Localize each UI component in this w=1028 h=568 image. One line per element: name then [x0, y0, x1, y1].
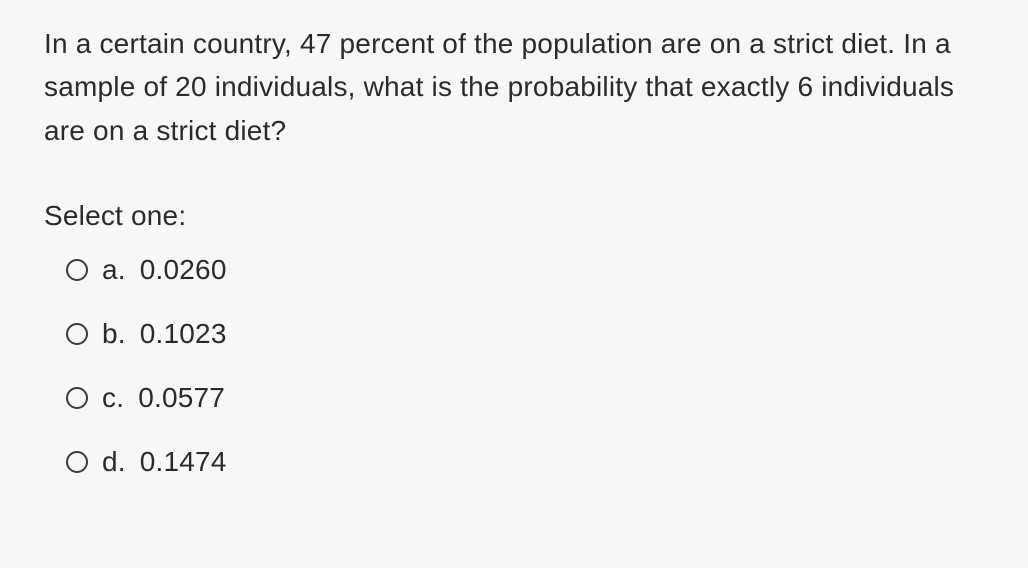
quiz-page: In a certain country, 47 percent of the … [0, 0, 1028, 568]
radio-icon[interactable] [66, 323, 88, 345]
option-b[interactable]: b. 0.1023 [66, 318, 992, 350]
radio-icon[interactable] [66, 387, 88, 409]
option-value: 0.0577 [138, 382, 225, 414]
option-a[interactable]: a. 0.0260 [66, 254, 992, 286]
option-letter: d. [102, 446, 126, 478]
radio-icon[interactable] [66, 259, 88, 281]
option-letter: b. [102, 318, 126, 350]
select-one-prompt: Select one: [44, 200, 992, 232]
question-text: In a certain country, 47 percent of the … [44, 22, 992, 152]
option-value: 0.0260 [140, 254, 227, 286]
radio-icon[interactable] [66, 451, 88, 473]
option-d[interactable]: d. 0.1474 [66, 446, 992, 478]
options-group: a. 0.0260 b. 0.1023 c. 0.0577 d. 0.1474 [44, 254, 992, 478]
option-letter: a. [102, 254, 126, 286]
option-value: 0.1474 [140, 446, 227, 478]
option-value: 0.1023 [140, 318, 227, 350]
option-c[interactable]: c. 0.0577 [66, 382, 992, 414]
option-letter: c. [102, 382, 124, 414]
